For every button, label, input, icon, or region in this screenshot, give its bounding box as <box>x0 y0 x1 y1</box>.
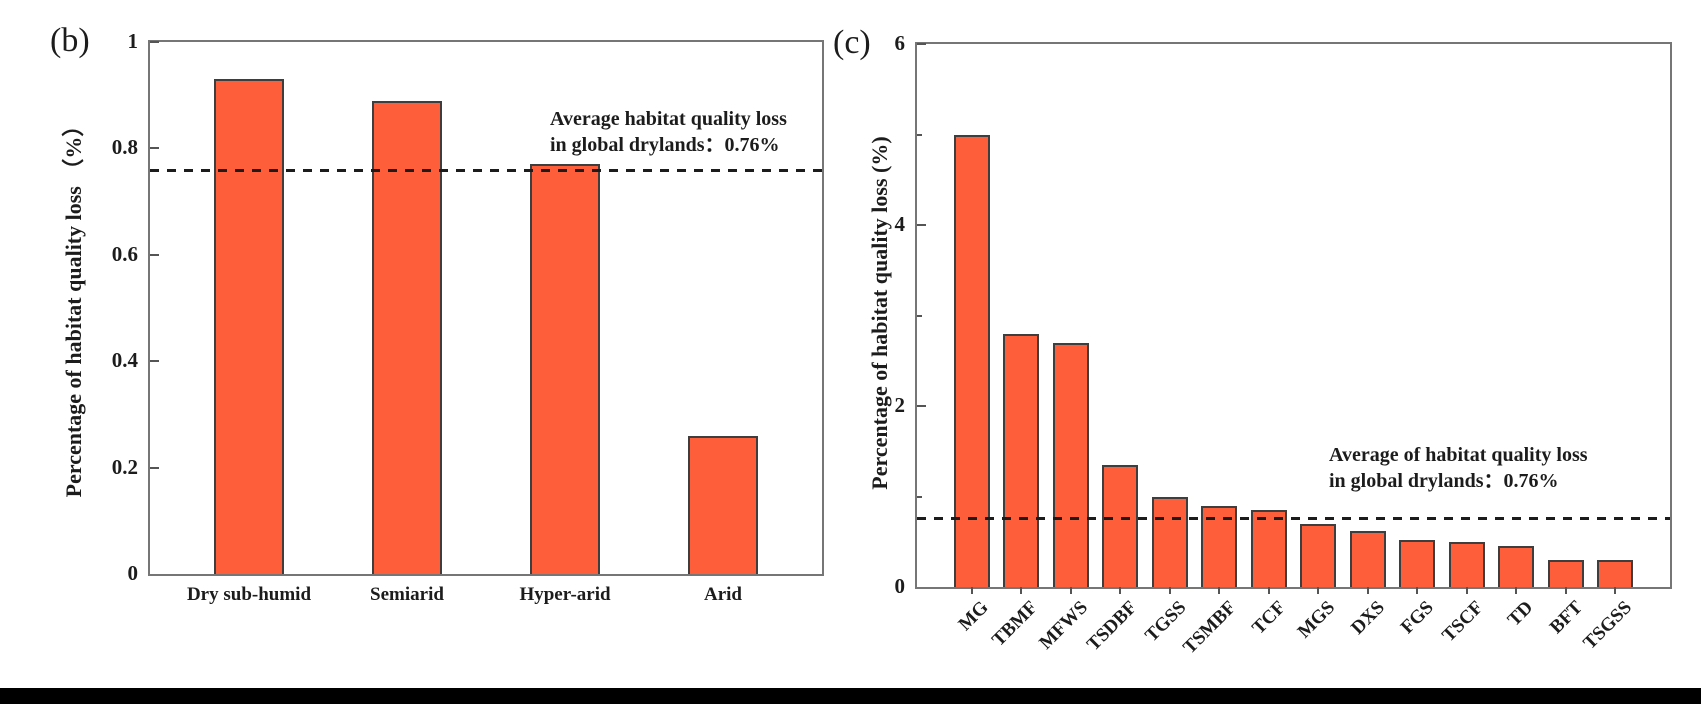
x-tick-mark <box>1069 587 1072 594</box>
x-tick-mark <box>1465 587 1468 594</box>
reference-annotation-line2: in global drylands：0.76% <box>550 134 780 156</box>
x-tick-label-tscf: TSCF <box>1438 597 1488 647</box>
reference-annotation: Average habitat quality loss in global dr… <box>550 106 787 158</box>
x-tick-label-mg: MG <box>954 597 993 635</box>
x-tick-mark <box>1119 587 1122 594</box>
bar-dry-sub-humid <box>214 79 284 574</box>
bar-mg <box>953 134 990 587</box>
y-tick-mark <box>917 224 926 226</box>
y-tick-label: 0.2 <box>111 454 138 479</box>
y-tick-mark <box>917 43 926 45</box>
bar-dxs <box>1349 530 1386 587</box>
x-tick-mark <box>1168 587 1171 594</box>
bar-tsgss <box>1597 559 1634 587</box>
y-axis-label-b: Percentage of habitat quality loss （%） <box>61 114 86 498</box>
bar-bft <box>1547 559 1584 587</box>
x-tick-label-tbmf: TBMF <box>988 597 1043 651</box>
y-tick-label: 4 <box>894 212 906 236</box>
y-tick-mark <box>150 360 159 363</box>
plot-area-b: 0 0.2 0.4 0.6 0.8 1 Average habitat quality lo… <box>112 29 824 605</box>
average-reference-line <box>917 517 1670 521</box>
y-tick-mark <box>150 253 159 256</box>
x-tick-mark <box>1218 587 1221 594</box>
x-tick-label-mgs: MGS <box>1293 597 1340 643</box>
bar-row <box>947 44 1640 587</box>
x-tick-mark <box>970 587 973 594</box>
average-reference-line <box>150 168 822 172</box>
bar-tscf <box>1448 541 1485 587</box>
reference-annotation-line1: Average habitat quality loss <box>550 108 787 130</box>
x-tick-mark <box>1020 587 1023 594</box>
bar-semiarid <box>372 100 442 574</box>
reference-annotation-line1: Average of habitat quality loss <box>1329 444 1588 466</box>
y-tick-mark <box>150 41 159 43</box>
y-tick-mark <box>150 466 159 469</box>
x-tick-label-td: TD <box>1503 597 1538 631</box>
bar-row <box>170 42 802 574</box>
y-tick-label: 0.8 <box>111 135 138 160</box>
bar-mfws <box>1052 342 1089 587</box>
bar-tgss <box>1151 496 1188 587</box>
y-axis-label-c: Percentage of habitat quality loss (%) <box>867 136 892 490</box>
x-tick-label-tcf: TCF <box>1247 597 1290 639</box>
x-tick-label-dxs: DXS <box>1346 597 1389 639</box>
y-tick-mark <box>917 405 926 407</box>
x-tick-mark <box>1317 587 1320 594</box>
y-minor-tick-mark <box>917 495 922 498</box>
x-tick-label-arid: Arid <box>704 584 742 605</box>
y-tick-label: 2 <box>894 393 906 417</box>
x-tick-mark <box>1366 587 1369 594</box>
y-minor-tick-mark <box>917 314 922 317</box>
x-tick-label-tsmbf: TSMBF <box>1178 597 1241 659</box>
x-tick-mark <box>1515 587 1518 594</box>
bar-arid <box>688 435 758 574</box>
y-tick-label: 0.4 <box>111 348 138 373</box>
x-tick-label-tsdbf: TSDBF <box>1082 597 1142 656</box>
x-tick-label-mfws: MFWS <box>1034 597 1092 654</box>
bar-hyper-arid <box>530 164 600 574</box>
y-tick-label: 1 <box>127 29 139 53</box>
panel-label-b: (b) <box>50 22 90 59</box>
x-tick-label-dry-sub-humid: Dry sub-humid <box>186 584 312 605</box>
x-tick-label-fgs: FGS <box>1397 597 1439 638</box>
reference-annotation: Average of habitat quality loss in global… <box>1329 442 1588 494</box>
x-tick-mark <box>1614 587 1617 594</box>
bar-tcf <box>1250 510 1287 587</box>
reference-annotation-line2: in global drylands：0.76% <box>1329 470 1559 492</box>
y-minor-tick-mark <box>917 133 922 136</box>
y-tick-label: 0 <box>127 561 139 585</box>
y-tick-label: 0 <box>894 574 906 598</box>
x-tick-label-tsgss: TSGSS <box>1579 597 1637 654</box>
x-tick-mark <box>1564 587 1567 594</box>
bar-tbmf <box>1003 333 1040 587</box>
y-tick-label: 6 <box>894 31 906 55</box>
x-tick-label-semiarid: Semiarid <box>370 584 444 605</box>
bar-mgs <box>1300 523 1337 587</box>
bar-fgs <box>1399 539 1436 587</box>
x-tick-label-hyper-arid: Hyper-arid <box>519 584 611 605</box>
bottom-divider-bar <box>0 688 1701 704</box>
bar-td <box>1498 546 1535 587</box>
y-tick-mark <box>150 147 159 150</box>
plot-area-c: 0 2 4 6 Average of habitat quality loss in gl… <box>895 31 1672 658</box>
panel-label-c: (c) <box>833 24 871 61</box>
y-tick-label: 0.6 <box>111 241 138 266</box>
x-tick-mark <box>1416 587 1419 594</box>
x-tick-mark <box>1267 587 1270 594</box>
x-tick-label-bft: BFT <box>1545 597 1587 638</box>
bar-tsdbf <box>1102 464 1139 587</box>
